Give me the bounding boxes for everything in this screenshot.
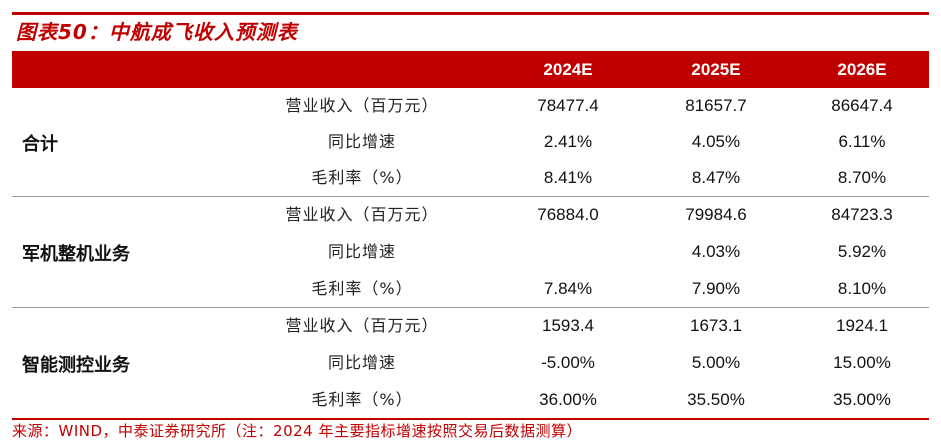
cell-value: 35.50% <box>687 390 745 409</box>
cell-value: 6.11% <box>838 132 886 151</box>
table-row: 同比增速 2.41% 4.05% 6.11% <box>12 124 929 160</box>
table-header: 2024E 2025E 2026E <box>12 51 929 88</box>
group-label: 智能测控业务 <box>22 355 130 376</box>
cell-value: 1673.1 <box>690 316 742 335</box>
column-header-2024e: 2024E <box>543 60 593 79</box>
cell-value: 78477.4 <box>537 96 599 115</box>
column-header-2026e: 2026E <box>837 60 887 79</box>
metric-label: 毛利率（%） <box>311 279 413 298</box>
cell-value: 7.84% <box>543 279 593 298</box>
table-row: 营业收入（百万元） 1593.4 1673.1 1924.1 <box>12 308 929 344</box>
metric-label: 营业收入（百万元） <box>285 205 439 224</box>
metric-label: 毛利率（%） <box>311 390 413 409</box>
group-label: 军机整机业务 <box>22 244 130 265</box>
table-row: 营业收入（百万元） 78477.4 81657.7 86647.4 <box>12 88 929 124</box>
metric-label: 毛利率（%） <box>311 168 413 187</box>
top-rule <box>12 12 929 15</box>
table-row: 同比增速 4.03% 5.92% <box>12 234 929 270</box>
metric-label: 同比增速 <box>327 132 396 151</box>
cell-value: 8.47% <box>691 168 741 187</box>
table-row: 毛利率（%） 8.41% 8.47% 8.70% <box>12 160 929 196</box>
source-note: 来源：WIND，中泰证券研究所（注：2024 年主要指标增速按照交易后数据测算） <box>12 422 582 440</box>
cell-value: 86647.4 <box>831 96 893 115</box>
group-divider <box>12 307 929 308</box>
cell-value: 1593.4 <box>542 316 594 335</box>
cell-value: 35.00% <box>833 390 891 409</box>
cell-value: 79984.6 <box>685 205 747 224</box>
cell-value: 36.00% <box>539 390 597 409</box>
cell-value: 4.03% <box>691 242 741 261</box>
table-row: 同比增速 -5.00% 5.00% 15.00% <box>12 345 929 381</box>
cell-value: 15.00% <box>833 353 891 372</box>
table-row: 营业收入（百万元） 76884.0 79984.6 84723.3 <box>12 197 929 233</box>
group-total: 合计 营业收入（百万元） 78477.4 81657.7 86647.4 同比增… <box>12 88 929 196</box>
cell-value: 1924.1 <box>836 316 888 335</box>
group-intelligent-measurement: 智能测控业务 营业收入（百万元） 1593.4 1673.1 1924.1 同比… <box>12 308 929 418</box>
cell-value: 2.41% <box>543 132 593 151</box>
cell-value: 84723.3 <box>831 205 893 224</box>
table-title: 图表50：中航成飞收入预测表 <box>16 20 298 44</box>
cell-value: 8.70% <box>837 168 887 187</box>
table-row: 毛利率（%） 7.84% 7.90% 8.10% <box>12 271 929 307</box>
cell-value: 81657.7 <box>685 96 747 115</box>
group-military-aircraft: 军机整机业务 营业收入（百万元） 76884.0 79984.6 84723.3… <box>12 197 929 307</box>
metric-label: 同比增速 <box>327 242 396 261</box>
group-divider <box>12 196 929 197</box>
cell-value: 5.00% <box>691 353 741 372</box>
cell-value: 4.05% <box>691 132 741 151</box>
column-header-2025e: 2025E <box>691 60 741 79</box>
metric-label: 营业收入（百万元） <box>285 96 439 115</box>
group-label: 合计 <box>22 134 58 155</box>
cell-value: 76884.0 <box>537 205 599 224</box>
table-row: 毛利率（%） 36.00% 35.50% 35.00% <box>12 382 929 418</box>
cell-value: 7.90% <box>691 279 741 298</box>
cell-value: 8.41% <box>543 168 593 187</box>
cell-value: 8.10% <box>837 279 887 298</box>
bottom-rule <box>12 418 929 420</box>
cell-value: -5.00% <box>541 353 595 372</box>
metric-label: 营业收入（百万元） <box>285 316 439 335</box>
cell-value: 5.92% <box>837 242 887 261</box>
metric-label: 同比增速 <box>327 353 396 372</box>
